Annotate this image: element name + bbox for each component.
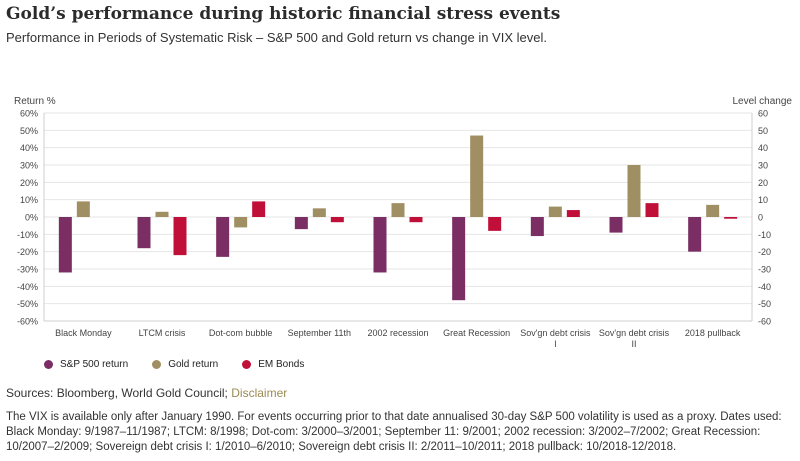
y-axis-title-left: Return % [14,96,56,107]
x-tick-label: 2018 pullback [685,328,741,338]
bar-sp500 [452,217,466,301]
bar-em-bonds [724,217,738,219]
bar-chart: Return % Level change 60% 60 50% 50 40% 40 30% 30… [14,96,793,349]
y-tick-label-right: -10 [758,230,771,240]
legend-swatch-em-bonds [242,360,252,369]
y-tick-label-left: 0% [25,213,38,223]
y-tick-label-left: 40% [20,143,38,153]
legend-item-sp500[interactable]: S&P 500 return [44,359,128,370]
bar-em-bonds [252,201,266,217]
bar-gold [76,201,90,217]
y-tick-label-right: 0 [758,213,763,223]
bar-sp500 [373,217,387,273]
legend-label-em-bonds: EM Bonds [258,359,305,370]
x-tick-label: Black Monday [55,328,112,338]
bar-sp500 [609,217,623,233]
bar-gold [627,165,641,217]
bar-sp500 [294,217,308,230]
y-tick-label-left: 10% [20,195,38,205]
y-tick-label-left: -50% [17,299,38,309]
bar-em-bonds [645,203,659,217]
bar-sp500 [58,217,72,273]
bar-gold [548,206,562,217]
y-tick-label-left: 20% [20,178,38,188]
bar-em-bonds [173,217,187,256]
legend-label-gold: Gold return [168,359,219,370]
x-tick-label: LTCM crisis [139,328,186,338]
y-tick-label-left: -20% [17,247,38,257]
x-tick-label: September 11th [288,328,351,338]
bar-em-bonds [488,217,502,231]
y-tick-label-right: 10 [758,195,768,205]
y-tick-label-right: 60 [758,109,768,119]
legend-swatch-sp500 [44,360,53,369]
y-tick-label-right: 40 [758,143,768,153]
bar-gold [312,208,326,217]
bar-gold [706,204,720,217]
bar-em-bonds [409,217,423,223]
y-tick-label-right: 20 [758,178,768,188]
methodology-note: The VIX is available only after January … [6,411,782,453]
legend-item-gold[interactable]: Gold return [152,359,218,370]
y-tick-label-left: -60% [17,317,38,327]
legend: S&P 500 return Gold return EM Bonds [44,359,304,370]
legend-label-sp500: S&P 500 return [60,359,129,370]
y-tick-label-right: -40 [758,282,771,292]
bar-sp500 [530,217,544,237]
legend-item-em-bonds[interactable]: EM Bonds [242,359,304,370]
disclaimer-link[interactable]: Disclaimer [231,386,288,400]
bar-gold [391,203,405,217]
y-tick-label-left: 60% [20,109,38,119]
x-tick-label: Great Recession [443,328,510,338]
x-tick-label: Sov'gn debt crisis [520,328,591,338]
y-tick-label-left: 30% [20,161,38,171]
bar-em-bonds [330,217,344,223]
sources-text: Sources: Bloomberg, World Gold Council; [6,386,228,400]
bar-gold [234,217,248,228]
y-tick-label-left: -30% [17,265,38,275]
chart-subtitle: Performance in Periods of Systematic Ris… [6,30,547,45]
x-tick-label: 2002 recession [367,328,428,338]
y-tick-label-left: -10% [17,230,38,240]
bar-gold [470,135,484,217]
sources-line: Sources: Bloomberg, World Gold Council; … [6,386,287,400]
bar-sp500 [688,217,702,252]
y-tick-label-right: -60 [758,317,771,327]
x-tick-label: I [554,339,557,349]
bar-gold [155,211,169,217]
y-axis-title-right: Level change [733,96,793,107]
y-tick-label-left: 50% [20,126,38,136]
bar-em-bonds [566,210,580,217]
y-tick-label-right: -50 [758,299,771,309]
y-tick-label-right: -30 [758,265,771,275]
y-tick-label-right: 30 [758,161,768,171]
x-tick-label: II [631,339,636,349]
x-tick-label: Dot-com bubble [209,328,273,338]
y-tick-label-left: -40% [17,282,38,292]
bar-sp500 [137,217,151,249]
y-tick-label-right: 50 [758,126,768,136]
y-tick-label-right: -20 [758,247,771,257]
chart-title: Gold’s performance during historic finan… [6,4,561,24]
legend-swatch-gold [152,360,162,369]
bar-sp500 [216,217,230,257]
x-tick-label: Sov'gn debt crisis [599,328,670,338]
